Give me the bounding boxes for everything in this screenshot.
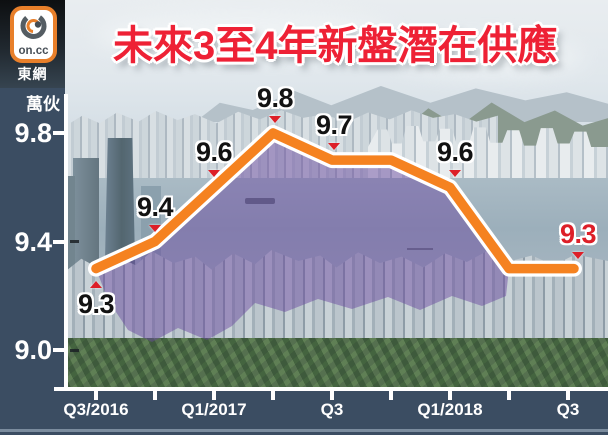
oncc-logo-text: on.cc	[18, 45, 49, 57]
brand-site-name: 東網	[17, 66, 48, 82]
x-tick-mark	[271, 391, 275, 400]
x-tick-mark	[448, 391, 452, 400]
triangle-down-icon	[328, 143, 340, 151]
y-tick-mark	[53, 239, 64, 244]
x-tick-mark	[330, 391, 334, 400]
point-value-label: 9.6	[195, 137, 233, 168]
chart-title: 未來3至4年新盤潛在供應	[113, 24, 558, 68]
x-tick-mark	[507, 391, 511, 400]
x-tick-label: Q3/2016	[63, 400, 129, 419]
x-tick-label: Q1/2018	[417, 400, 483, 419]
y-tick-mark	[53, 348, 64, 352]
x-axis-line	[54, 387, 608, 391]
y-grid-dash	[70, 348, 79, 352]
oncc-logo[interactable]: on.cc	[10, 6, 57, 63]
point-value-label: 9.8	[256, 83, 294, 113]
y-grid-dash	[70, 240, 79, 243]
y-tick-label: 9.4	[14, 226, 52, 257]
triangle-down-icon	[572, 251, 584, 259]
oncc-swirl-icon: on.cc	[18, 12, 49, 57]
x-tick-mark	[94, 391, 98, 400]
y-tick-label: 9.8	[14, 118, 52, 148]
triangle-down-icon	[449, 170, 461, 178]
x-tick-mark	[566, 391, 570, 400]
bottom-highlight-line	[0, 429, 608, 432]
x-tick-mark	[212, 391, 216, 400]
x-tick-label: Q3	[556, 400, 580, 419]
point-value-label: 9.7	[315, 110, 353, 141]
skyscraper	[65, 176, 75, 336]
cloud	[395, 40, 585, 76]
y-tick-mark	[53, 131, 64, 135]
cloud	[95, 12, 395, 58]
foreground-trees	[65, 338, 608, 389]
x-tick-mark	[389, 391, 393, 400]
x-tick-label: Q1/2017	[181, 400, 247, 419]
point-value-label: 9.3	[77, 288, 115, 319]
triangle-down-icon	[269, 116, 281, 123]
brand-corner: on.cc 東網	[0, 0, 65, 88]
y-axis-line	[64, 94, 68, 391]
triangle-down-icon	[149, 224, 161, 232]
triangle-down-icon	[208, 170, 220, 178]
boat	[245, 198, 275, 204]
y-tick-label: 9.0	[14, 335, 52, 365]
point-value-label: 9.6	[436, 137, 474, 168]
point-value-label: 9.3	[559, 218, 597, 249]
x-tick-mark	[153, 391, 157, 400]
y-axis-unit-label: 萬伙	[26, 95, 60, 114]
x-tick-label: Q3	[320, 400, 344, 419]
triangle-up-icon	[90, 280, 102, 288]
point-value-label: 9.4	[136, 191, 174, 222]
